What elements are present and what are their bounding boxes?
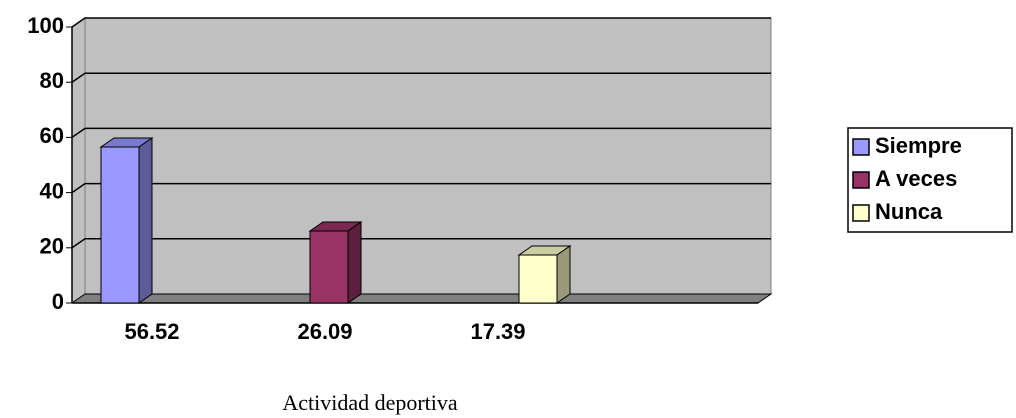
y-tick-label: 20: [40, 234, 64, 259]
legend-swatch: [852, 138, 870, 156]
y-tick-label: 0: [52, 289, 64, 314]
x-tick-label: 17.39: [470, 319, 525, 344]
x-tick-label: 56.52: [124, 319, 179, 344]
y-tick-label: 80: [40, 68, 64, 93]
bar-face: [309, 230, 349, 304]
bar-face: [100, 146, 140, 304]
bar-side: [556, 245, 571, 304]
back-wall: [84, 17, 772, 295]
legend-label: Siempre: [875, 133, 962, 158]
x-tick-label: 26.09: [297, 319, 352, 344]
bar: [517, 245, 572, 304]
y-tick-label: 60: [40, 123, 64, 148]
bar: [308, 221, 363, 304]
floor: [70, 293, 773, 304]
y-tick-label: 40: [40, 178, 64, 203]
legend-label: A veces: [875, 166, 957, 191]
bar-side: [138, 137, 153, 304]
bar-side: [347, 221, 362, 304]
grid-line: [71, 127, 771, 139]
legend-box: [847, 127, 1013, 233]
y-tick-label: 100: [27, 13, 64, 38]
grid-line: [71, 238, 771, 249]
legend-swatch: [852, 171, 870, 189]
bar: [99, 137, 154, 304]
legend-label: Nunca: [875, 199, 943, 224]
x-axis-title: Actividad deportiva: [282, 390, 458, 415]
legend-swatch: [852, 204, 870, 222]
grid-line: [71, 182, 771, 194]
side-wall: [71, 17, 86, 304]
grid-line: [71, 72, 771, 83]
bar-face: [518, 254, 558, 304]
grid-line: [71, 17, 771, 28]
